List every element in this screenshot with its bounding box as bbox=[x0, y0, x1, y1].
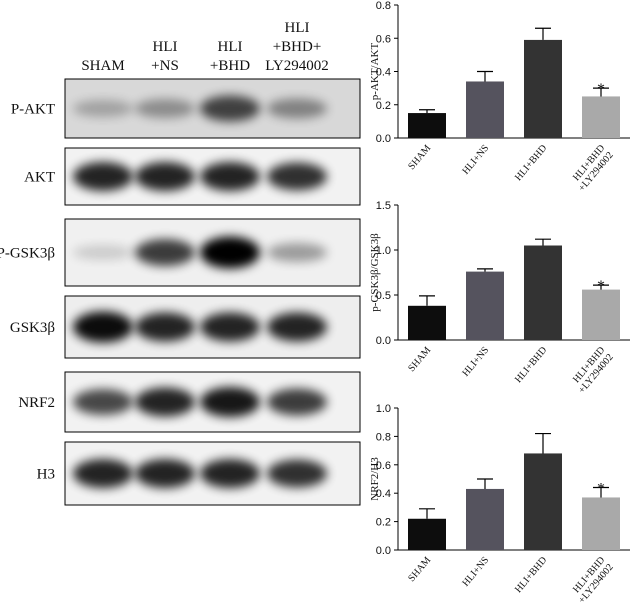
error-bar bbox=[535, 238, 551, 246]
bar bbox=[524, 453, 562, 550]
bar bbox=[408, 305, 446, 340]
significance-mark: * bbox=[597, 481, 605, 498]
bar bbox=[466, 81, 504, 138]
blot-band bbox=[73, 100, 133, 117]
blot-band bbox=[135, 459, 195, 488]
blot-band bbox=[73, 389, 133, 415]
row-label: H3 bbox=[37, 467, 55, 483]
x-tick-label: HLI+BHD bbox=[513, 143, 549, 183]
blot-band bbox=[200, 387, 260, 417]
blot-band bbox=[73, 459, 133, 488]
x-tick-label: HLI+NS bbox=[460, 143, 491, 177]
bar bbox=[408, 113, 446, 138]
error-bar bbox=[477, 70, 493, 82]
y-tick-label: 0.8 bbox=[376, 431, 391, 443]
error-bar bbox=[593, 284, 609, 290]
row-label: AKT bbox=[24, 170, 55, 186]
blot-band bbox=[200, 312, 260, 342]
blot-band bbox=[267, 388, 327, 416]
bar bbox=[582, 96, 620, 138]
y-tick-label: 0.0 bbox=[376, 545, 391, 557]
blot-band bbox=[135, 312, 195, 342]
blot-frame bbox=[64, 295, 361, 359]
lane-label: HLI +BHD+ LY294002 bbox=[265, 20, 329, 74]
bar bbox=[408, 518, 446, 550]
error-bar bbox=[419, 109, 435, 114]
blot-band bbox=[200, 236, 260, 269]
significance-mark: * bbox=[597, 278, 605, 295]
y-axis-label: NRF2/H3 bbox=[369, 457, 381, 501]
blot-frame bbox=[64, 371, 361, 433]
x-tick-label: HLI+BHD+LY294002 bbox=[568, 555, 616, 606]
blot-frame bbox=[64, 147, 361, 206]
y-tick-label: 0.0 bbox=[376, 133, 391, 145]
error-bar bbox=[535, 432, 551, 454]
row-label: NRF2 bbox=[18, 395, 55, 411]
error-bar bbox=[593, 486, 609, 498]
y-tick-label: 0.0 bbox=[376, 335, 391, 347]
x-tick-label: HLI+BHD bbox=[513, 555, 549, 595]
x-tick-label: SHAM bbox=[406, 555, 433, 584]
blot-band bbox=[73, 311, 133, 343]
row-label: GSK3β bbox=[10, 320, 55, 336]
blot-band bbox=[135, 99, 195, 118]
bar bbox=[524, 39, 562, 138]
y-axis-label: p-AKT/AKT bbox=[369, 43, 381, 101]
row-label: P-GSK3β bbox=[0, 246, 55, 262]
x-tick-label: HLI+BHD+LY294002 bbox=[568, 345, 616, 396]
y-tick-label: 0.2 bbox=[376, 100, 391, 112]
blot-band bbox=[135, 387, 195, 417]
y-tick-label: 0.6 bbox=[376, 460, 391, 472]
y-tick-label: 0.5 bbox=[376, 290, 391, 302]
x-tick-label: SHAM bbox=[406, 143, 433, 172]
blot-band bbox=[267, 98, 327, 119]
x-tick-label: HLI+BHD+LY294002 bbox=[568, 143, 616, 194]
y-tick-label: 0.4 bbox=[376, 67, 391, 79]
blot-frame bbox=[64, 78, 361, 139]
y-tick-label: 0.6 bbox=[376, 33, 391, 45]
blot-band bbox=[267, 243, 327, 262]
lane-label: SHAM bbox=[81, 58, 124, 74]
x-tick-label: HLI+BHD bbox=[513, 345, 549, 385]
lane-label: HLI +BHD bbox=[210, 39, 250, 74]
blot-band bbox=[200, 459, 260, 488]
blot-band bbox=[267, 312, 327, 342]
y-tick-label: 0.2 bbox=[376, 517, 391, 529]
y-tick-label: 0.4 bbox=[376, 488, 391, 500]
significance-mark: * bbox=[597, 81, 605, 98]
bar bbox=[582, 289, 620, 340]
error-bar bbox=[593, 87, 609, 97]
blot-frame bbox=[64, 441, 361, 506]
blot-band bbox=[73, 162, 133, 191]
x-tick-label: HLI+NS bbox=[460, 345, 491, 379]
y-tick-label: 1.0 bbox=[376, 403, 391, 415]
bar bbox=[524, 245, 562, 340]
bar bbox=[466, 488, 504, 550]
y-tick-label: 0.8 bbox=[376, 0, 391, 12]
y-tick-label: 1.5 bbox=[376, 200, 391, 212]
bar bbox=[466, 271, 504, 340]
blot-band bbox=[267, 162, 327, 191]
error-bar bbox=[419, 508, 435, 519]
x-tick-label: HLI+NS bbox=[460, 555, 491, 589]
blot-band bbox=[73, 245, 133, 260]
blot-band bbox=[135, 162, 195, 191]
blot-band bbox=[135, 239, 195, 266]
error-bar bbox=[535, 27, 551, 40]
x-tick-label: SHAM bbox=[406, 345, 433, 374]
blot-frame bbox=[64, 218, 361, 287]
blot-band bbox=[200, 95, 260, 122]
blot-band bbox=[267, 459, 327, 488]
error-bar bbox=[419, 295, 435, 306]
row-label: P-AKT bbox=[11, 102, 55, 118]
lane-label: HLI +NS bbox=[151, 39, 179, 74]
error-bar bbox=[477, 478, 493, 489]
y-axis-label: p-GSK3β/GSK3β bbox=[369, 233, 381, 312]
bar bbox=[582, 497, 620, 550]
error-bar bbox=[477, 268, 493, 272]
y-tick-label: 1.0 bbox=[376, 245, 391, 257]
blot-band bbox=[200, 162, 260, 191]
